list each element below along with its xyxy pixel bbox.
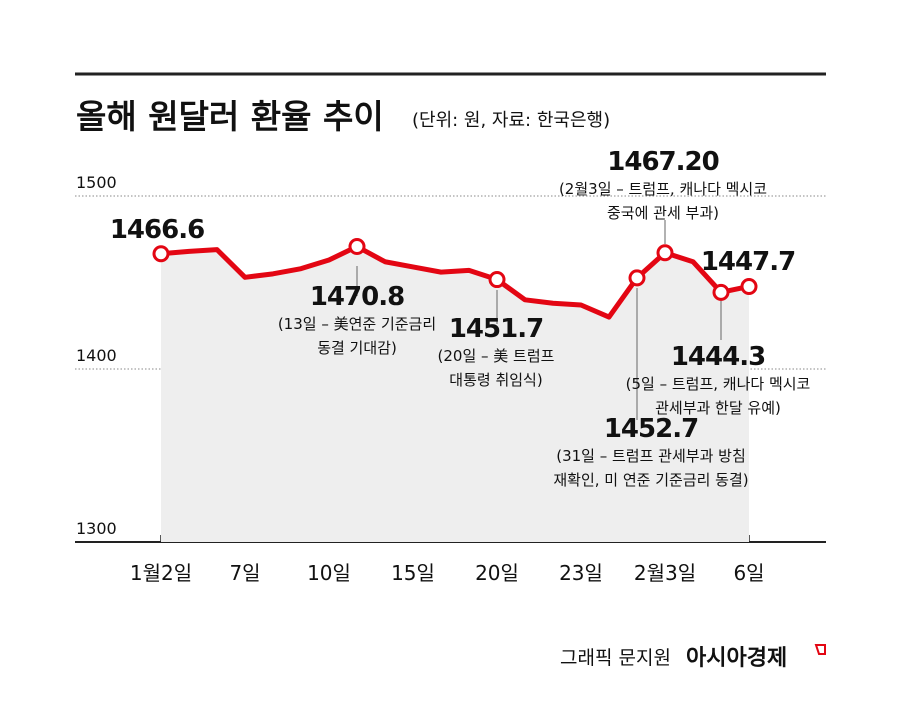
brand-logo: 아시아경제	[686, 646, 787, 671]
annotation-note: (2월3일 – 트럼프, 캐나다 멕시코	[559, 180, 767, 198]
y-tick-label: 1400	[76, 346, 117, 365]
annotation-note: 재확인, 미 연준 기준금리 동결)	[553, 471, 748, 489]
brand-mark-icon	[814, 644, 826, 655]
y-tick-label: 1500	[76, 173, 117, 192]
chart-title: 올해 원달러 환율 추이	[76, 97, 384, 136]
annotation-value: 1470.8	[310, 282, 404, 312]
data-point	[488, 271, 506, 289]
x-tick-label: 7일	[229, 561, 260, 585]
annotation-note: 중국에 관세 부과)	[607, 204, 719, 222]
data-point	[152, 245, 170, 263]
annotation-note: (20일 – 美 트럼프	[438, 347, 555, 365]
x-tick-label: 15일	[391, 561, 435, 585]
credit-text: 그래픽 문지원	[560, 647, 671, 669]
data-point	[740, 277, 758, 295]
x-tick-label: 1월2일	[130, 561, 192, 585]
annotation-value: 1467.20	[607, 147, 718, 177]
annotation-value: 1451.7	[449, 314, 543, 344]
data-point	[348, 238, 366, 256]
annotation-note: (31일 – 트럼프 관세부과 방침	[556, 447, 746, 465]
annotation-value: 1466.6	[110, 215, 204, 245]
x-tick-label: 2월3일	[634, 561, 696, 585]
annotation-note: (13일 – 美연준 기준금리	[278, 315, 436, 333]
x-tick-label: 20일	[475, 561, 519, 585]
annotation-note: 동결 기대감)	[317, 339, 397, 357]
area-fill	[161, 246, 749, 543]
annotation-note: 관세부과 한달 유예)	[655, 399, 781, 417]
annotation-value: 1447.7	[701, 247, 795, 277]
annotation-note: 대통령 취임식)	[449, 371, 542, 389]
x-tick-label: 23일	[559, 561, 603, 585]
y-tick-label: 1300	[76, 519, 117, 538]
annotation-note: (5일 – 트럼프, 캐나다 멕시코	[626, 375, 811, 393]
data-point	[712, 283, 730, 301]
data-point	[628, 269, 646, 287]
annotation-value: 1444.3	[671, 342, 765, 372]
chart-subtitle: (단위: 원, 자료: 한국은행)	[412, 110, 610, 131]
x-tick-label: 6일	[733, 561, 764, 585]
x-tick-label: 10일	[307, 561, 351, 585]
data-point	[656, 244, 674, 262]
annotation-value: 1452.7	[604, 414, 698, 444]
series-line	[160, 244, 750, 320]
